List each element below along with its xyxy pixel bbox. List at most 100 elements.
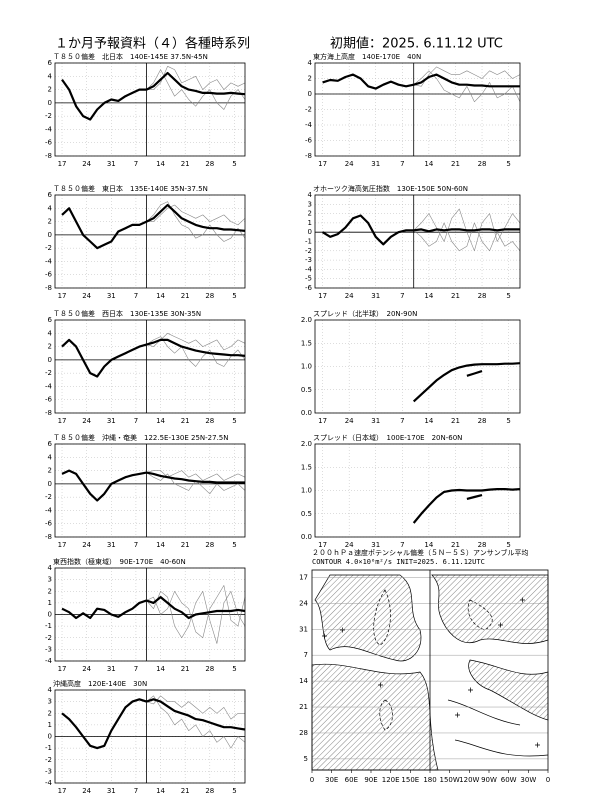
series-line	[146, 471, 245, 484]
y-tick-label: 2	[308, 75, 312, 83]
x-tick-label: 14	[156, 665, 165, 673]
plot-frame	[54, 194, 246, 289]
x-tick-label: 14	[156, 541, 165, 549]
series-line	[146, 71, 246, 96]
y-tick-label: -3	[45, 645, 52, 653]
y-tick-label: -1	[45, 622, 52, 630]
x-tick-label: 7	[400, 417, 404, 425]
series-line	[146, 203, 246, 232]
x-tick-label: 120E	[382, 776, 400, 784]
y-tick-label: 4	[48, 72, 53, 80]
y-tick-label: 0	[48, 611, 52, 619]
x-tick-label: 30E	[325, 776, 338, 784]
x-tick-label: 17	[58, 417, 67, 425]
chart-subtitle: CONTOUR 4.0×10⁶m²/s INIT=2025. 6.11.12UT…	[312, 558, 485, 566]
x-tick-label: 24	[82, 541, 91, 549]
y-tick-label: -6	[45, 520, 53, 528]
series-line	[413, 222, 521, 252]
y-tick-label: 2	[48, 467, 52, 475]
series-line	[466, 370, 483, 377]
y-tick-label: 4	[48, 329, 53, 337]
y-tick-label: 6	[48, 440, 53, 448]
y-tick-label: 5	[304, 755, 308, 763]
y-tick-label: 0.0	[301, 409, 312, 417]
series-line	[322, 214, 414, 246]
x-tick-label: 5	[506, 541, 510, 549]
contour	[373, 589, 493, 731]
x-tick-label: 150E	[401, 776, 419, 784]
init-time: 初期値：2025. 6.11.12 UTC	[330, 36, 503, 52]
x-tick-label: 31	[107, 292, 116, 300]
y-tick-label: -4	[45, 257, 53, 265]
negative-area	[311, 663, 439, 771]
x-tick-label: 5	[232, 417, 236, 425]
hovmoller-shading	[311, 574, 549, 771]
x-tick-label: 150W	[440, 776, 460, 784]
negative-area	[431, 574, 549, 644]
y-tick-label: 21	[299, 703, 308, 711]
y-tick-label: -8	[45, 533, 52, 541]
y-tick-label: 0	[48, 231, 52, 239]
x-tick-label: 28	[205, 665, 214, 673]
y-tick-label: 1.0	[301, 487, 312, 495]
y-tick-label: 31	[299, 625, 308, 633]
y-tick-label: -6	[305, 284, 313, 292]
x-tick-label: 7	[400, 160, 404, 168]
x-tick-label: 28	[205, 417, 214, 425]
x-tick-label: 31	[107, 417, 116, 425]
plot-frame	[54, 319, 246, 414]
x-tick-label: 14	[156, 787, 165, 795]
x-tick-label: 5	[232, 665, 236, 673]
contour	[447, 699, 549, 757]
x-tick-label: 21	[181, 160, 190, 168]
x-tick-label: 5	[232, 787, 236, 795]
series-line	[412, 362, 521, 403]
x-tick-label: 5	[232, 292, 236, 300]
series-line	[146, 201, 246, 242]
series-line	[413, 73, 520, 88]
y-tick-label: -4	[305, 265, 313, 273]
series-line	[146, 695, 246, 749]
x-tick-label: 31	[371, 292, 380, 300]
x-tick-label: 30W	[520, 776, 536, 784]
y-tick-label: 4	[48, 564, 53, 572]
chart-title: Ｔ８５０偏差 沖縄・奄美 122.5E-130E 25N-27.5N	[53, 433, 229, 442]
x-tick-label: 31	[107, 160, 116, 168]
y-tick-label: -1	[45, 744, 52, 752]
x-tick-label: 17	[58, 665, 67, 673]
x-tick-label: 31	[371, 160, 380, 168]
x-tick-label: 24	[345, 541, 354, 549]
x-tick-label: 17	[318, 417, 327, 425]
y-tick-label: -3	[305, 256, 312, 264]
series-line	[146, 585, 246, 639]
x-tick-label: 7	[134, 665, 138, 673]
y-tick-label: 3	[48, 698, 52, 706]
x-tick-label: 28	[478, 160, 487, 168]
x-tick-label: 14	[424, 417, 433, 425]
y-tick-label: 17	[299, 573, 308, 581]
y-tick-label: -2	[45, 756, 52, 764]
x-tick-label: 24	[345, 417, 354, 425]
plot-frame	[314, 443, 521, 538]
series-line	[61, 469, 147, 502]
y-tick-label: -4	[45, 779, 53, 787]
x-tick-label: 31	[107, 541, 116, 549]
x-tick-label: 17	[58, 541, 67, 549]
y-tick-label: -4	[305, 121, 313, 129]
x-tick-label: 17	[58, 292, 67, 300]
series-line	[146, 591, 246, 644]
y-tick-label: 28	[299, 729, 308, 737]
y-tick-label: 1.5	[301, 339, 312, 347]
y-tick-label: 4	[48, 686, 53, 694]
x-tick-label: 24	[345, 160, 354, 168]
y-tick-label: -2	[45, 493, 52, 501]
y-tick-label: 0	[308, 90, 312, 98]
x-tick-label: 90W	[481, 776, 497, 784]
x-tick-label: 21	[181, 541, 190, 549]
x-tick-label: 7	[400, 292, 404, 300]
series-line	[146, 596, 246, 620]
x-tick-label: 14	[424, 541, 433, 549]
y-tick-label: -6	[45, 271, 53, 279]
x-tick-label: 21	[451, 417, 460, 425]
y-tick-label: 3	[48, 576, 52, 584]
